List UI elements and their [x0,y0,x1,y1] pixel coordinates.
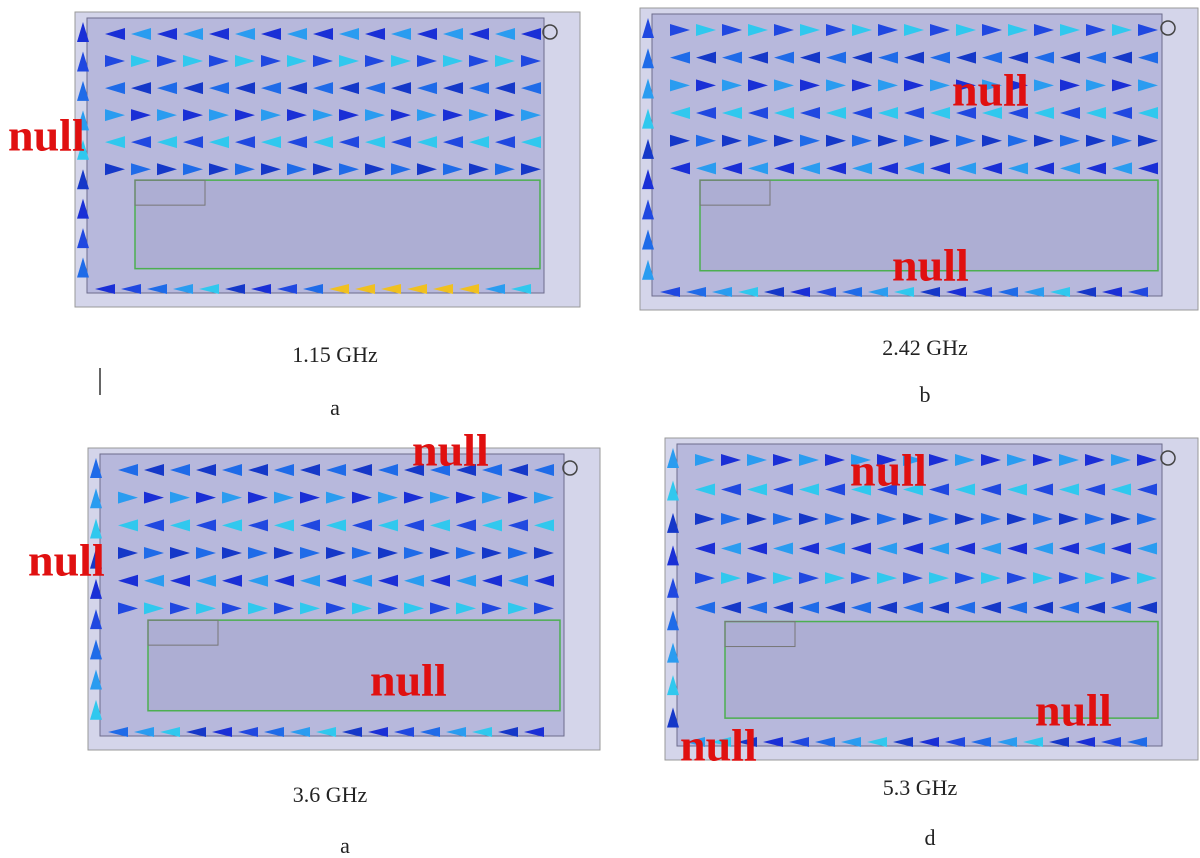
panel [665,438,1198,760]
null-annotation: null [412,425,489,476]
null-annotation: null [680,720,757,771]
panel [75,12,580,307]
slot-region [135,180,540,269]
null-annotation: null [850,445,927,496]
panel-label: b [920,382,931,407]
null-annotation: null [28,535,105,586]
figure: 1.15 GHz a null 2.42 GHz b null null 3.6 GHz a nu… [0,0,1200,858]
panel [88,448,600,750]
panel-label: a [330,395,340,420]
page: {"panels": [ {"frequency": "1.15 GHz", "… [0,0,1200,858]
null-annotation: null [892,240,969,291]
frequency-caption: 3.6 GHz [293,782,368,807]
null-annotation: null [1035,685,1112,736]
slot-region [148,620,560,711]
frequency-caption: 5.3 GHz [883,775,958,800]
frequency-caption: 1.15 GHz [292,342,378,367]
panel-label: a [340,833,350,858]
null-annotation: null [8,110,85,161]
panel-label: d [925,825,936,850]
frequency-caption: 2.42 GHz [882,335,968,360]
null-annotation: null [952,65,1029,116]
null-annotation: null [370,655,447,706]
